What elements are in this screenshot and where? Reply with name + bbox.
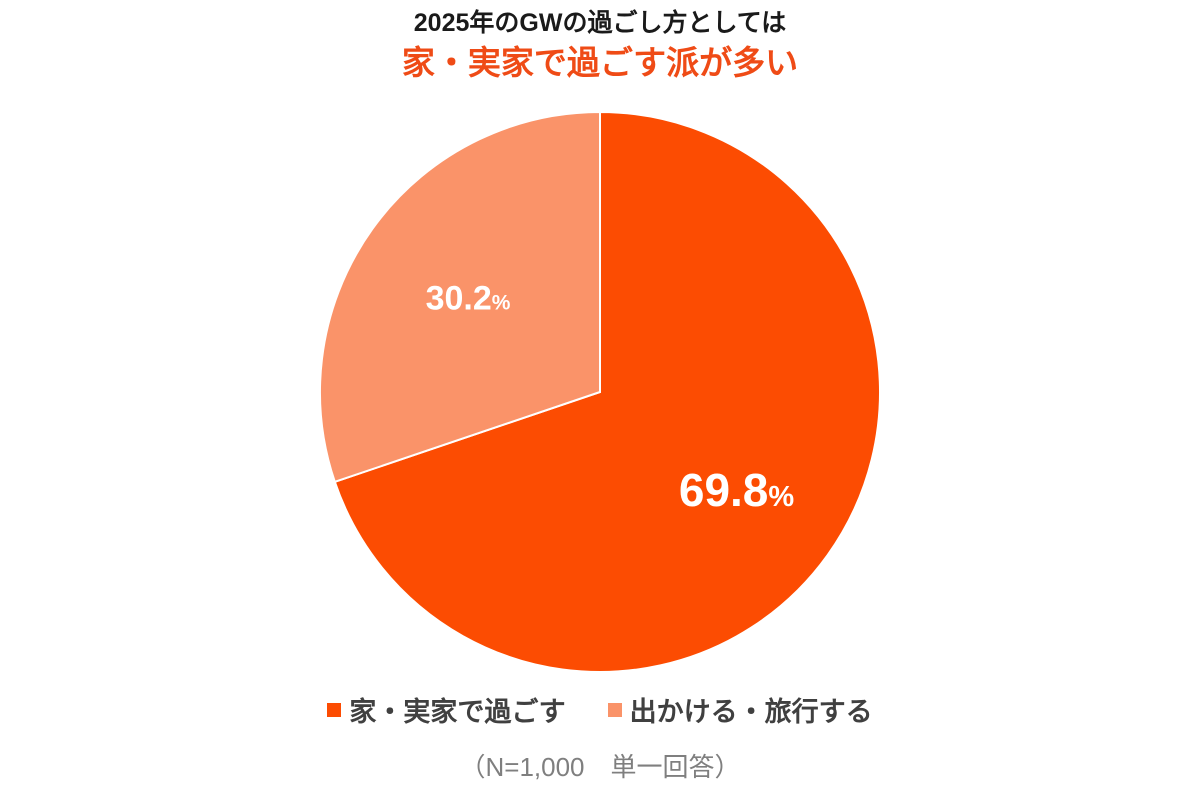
- pie-slice-travel: [319, 110, 601, 484]
- pie-label-travel: 30.2%: [426, 279, 511, 317]
- chart-title-block: 2025年のGWの過ごし方としては 家・実家で過ごす派が多い: [0, 6, 1200, 86]
- legend-swatch-travel: [607, 702, 622, 717]
- legend-label-home: 家・実家で過ごす: [349, 697, 566, 727]
- chart-subtitle: 家・実家で過ごす派が多い: [401, 44, 799, 81]
- legend-swatch-home: [327, 702, 342, 717]
- chart-title: 2025年のGWの過ごし方としては: [413, 9, 787, 37]
- pie-slice-home: [333, 110, 881, 673]
- sample-note: （N=1,000 単一回答）: [459, 752, 741, 782]
- legend-label-travel: 出かける・旅行する: [629, 697, 873, 727]
- pie-label-home: 69.8%: [679, 464, 795, 516]
- legend: 家・実家で過ごす 出かける・旅行する: [0, 690, 1200, 729]
- legend-item-travel: 出かける・旅行する: [607, 690, 873, 729]
- legend-item-home: 家・実家で過ごす: [327, 690, 566, 729]
